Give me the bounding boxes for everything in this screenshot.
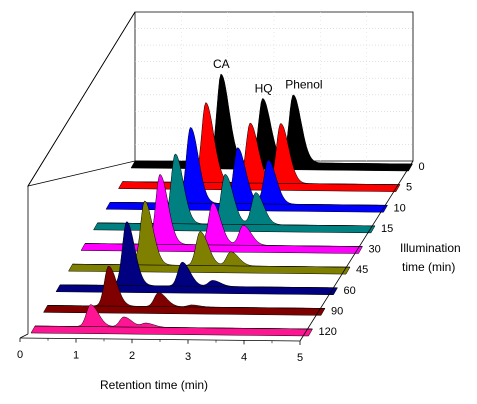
z-tick-label: 5	[406, 182, 412, 194]
peak-label: CA	[213, 57, 230, 71]
peak-label: Phenol	[285, 78, 322, 92]
series-45-trace	[72, 200, 351, 268]
series-5-trace	[122, 102, 401, 185]
z-tick-label: 90	[331, 305, 343, 317]
z-tick-label: 10	[394, 202, 406, 214]
x-tick-label: 2	[129, 350, 135, 362]
z-tick-label: 15	[381, 223, 393, 235]
series-120-trace	[34, 304, 313, 330]
z-tick-label: 60	[344, 285, 356, 297]
z-axis-title-line1: Illumination	[400, 241, 461, 255]
series-120	[30, 304, 313, 337]
z-tick-label: 30	[369, 244, 381, 256]
series-90-trace	[47, 265, 326, 309]
x-tick-label: 4	[241, 351, 247, 363]
left-wall-top	[27, 11, 136, 187]
z-tick-label: 0	[419, 161, 425, 173]
x-tick-label: 5	[297, 352, 303, 364]
series-60	[55, 221, 338, 296]
axes	[19, 160, 414, 345]
x-axis-title: Retention time (min)	[100, 378, 208, 392]
z-axis-line	[299, 160, 414, 342]
axis-corner	[19, 333, 29, 339]
series-90	[43, 265, 326, 316]
x-tick-label: 0	[17, 349, 23, 361]
z-tick-label: 120	[319, 326, 337, 338]
x-tick-label: 1	[73, 350, 79, 362]
peak-label: HQ	[255, 81, 273, 95]
labels: Retention time (min) Illumination time (…	[17, 57, 461, 392]
series-0-trace	[134, 73, 413, 165]
z-tick-label: 45	[356, 264, 368, 276]
x-tick-label: 3	[185, 351, 191, 363]
chromatogram-ribbons	[30, 73, 413, 337]
z-axis-title-line2: time (min)	[402, 260, 455, 274]
back-wall-grid	[27, 11, 414, 334]
